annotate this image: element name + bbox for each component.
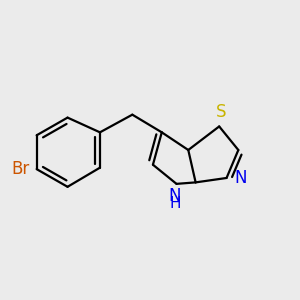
Text: S: S — [215, 103, 226, 121]
Text: H: H — [169, 196, 181, 211]
Text: N: N — [169, 187, 181, 205]
Text: N: N — [234, 169, 246, 187]
Text: Br: Br — [11, 160, 29, 178]
